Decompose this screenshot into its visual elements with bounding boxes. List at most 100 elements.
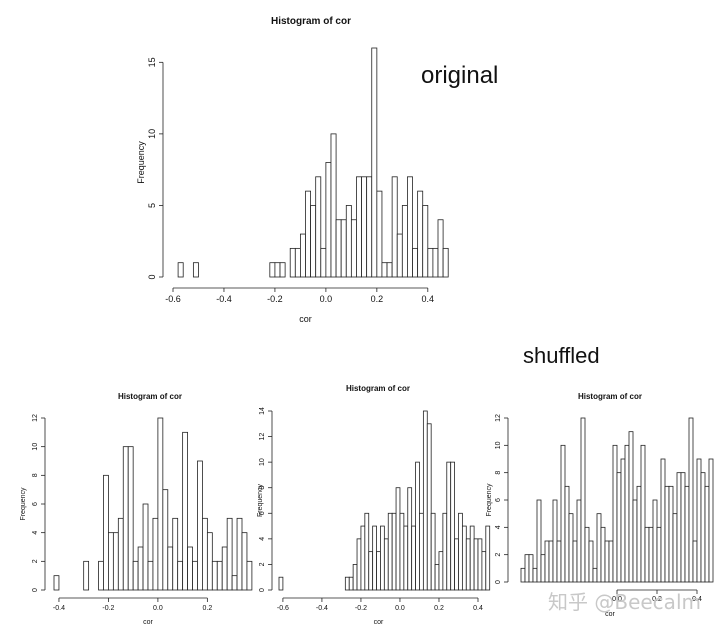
histogram-bar (676, 472, 682, 583)
histogram-bar (560, 444, 566, 583)
histogram-bar (152, 517, 159, 591)
histogram-bar (157, 417, 164, 591)
histogram-bar (576, 499, 582, 583)
histogram-bar (147, 560, 154, 591)
y-tick-label: 2 (495, 553, 502, 557)
histogram-bar (415, 461, 420, 591)
histogram-bar (279, 262, 286, 278)
y-tick-label: 10 (495, 441, 502, 449)
histogram-bar (376, 551, 381, 591)
histogram-bar (320, 247, 327, 278)
chart-title: Histogram of cor (346, 384, 410, 393)
histogram-bar (395, 487, 401, 591)
x-tick-label: 0.0 (153, 605, 163, 612)
x-axis-label: cor (374, 619, 384, 626)
x-tick-label: 0.0 (612, 596, 622, 603)
histogram-bar (366, 176, 373, 278)
x-tick-label: -0.6 (277, 605, 289, 612)
y-tick-label: 4 (32, 531, 39, 535)
histogram-bar (688, 417, 694, 583)
y-tick-label: 10 (147, 129, 157, 139)
histogram-bar (632, 499, 638, 583)
histogram-bar (177, 560, 184, 591)
histogram-bar (427, 247, 434, 278)
histogram-bar (684, 485, 690, 583)
histogram-bar (524, 554, 530, 583)
histogram-bar (552, 499, 558, 583)
histogram-bar (426, 423, 432, 591)
histogram-bar (454, 538, 459, 591)
histogram-bar (197, 460, 203, 591)
histogram-bar (648, 526, 654, 583)
histogram-bar (350, 219, 357, 278)
y-tick-label: 6 (495, 498, 502, 502)
histogram-bar (430, 512, 436, 591)
histogram-bar (53, 575, 60, 591)
chart-title: Histogram of cor (578, 392, 642, 401)
histogram-bar (437, 219, 444, 278)
histogram-bar (211, 560, 218, 591)
histogram-bar (127, 446, 134, 591)
histogram-bar (344, 576, 350, 591)
histogram-bar (299, 233, 306, 278)
histogram-bar (356, 538, 362, 591)
histogram-bar (520, 567, 526, 583)
y-tick-label: 2 (32, 559, 39, 563)
histogram-bar (269, 262, 276, 278)
histogram-bar (628, 431, 634, 583)
histogram-bar (446, 461, 452, 591)
histogram-bar (572, 540, 578, 583)
y-tick-label: 6 (259, 511, 266, 515)
histogram-bar (352, 564, 358, 591)
histogram-bar (348, 576, 354, 591)
histogram-bar (142, 503, 149, 591)
y-tick-label: 6 (32, 502, 39, 506)
histogram-bar (98, 560, 104, 591)
histogram-bar (592, 567, 598, 583)
histogram-bar (401, 205, 408, 278)
histogram-bar (568, 513, 574, 583)
histogram-bar (387, 512, 393, 591)
histogram-bar (668, 485, 674, 583)
y-tick-label: 12 (259, 433, 266, 441)
histogram-bar (412, 247, 419, 278)
histogram-bar (580, 417, 586, 583)
histogram-bar (376, 190, 383, 278)
y-tick-label: 0 (495, 580, 502, 584)
x-tick-label: -0.4 (316, 605, 328, 612)
histogram-bar (187, 546, 193, 591)
histogram-bar (368, 551, 374, 591)
y-tick-label: 10 (32, 443, 39, 451)
histogram-shuffled-2: -0.6 -0.4 -0.2 0.0 0.2 0.4 0 2 4 6 8 10 12 14 Histogra… (257, 384, 491, 626)
histogram-bar (396, 233, 403, 278)
histogram-bar (216, 560, 223, 591)
histogram-bar (652, 499, 658, 583)
histogram-bar (536, 499, 542, 583)
histogram-bar (325, 162, 332, 278)
histogram-bar (330, 133, 337, 278)
histogram-bar (540, 554, 546, 583)
histogram-bar (278, 576, 284, 591)
y-axis-label: Frequency (20, 487, 27, 521)
original-label: original (421, 62, 499, 89)
histogram-bar (564, 485, 570, 583)
watermark-text: 知乎 @Beecalm (548, 590, 701, 614)
histogram-bar (417, 190, 424, 278)
histogram-bar (289, 247, 296, 278)
histogram-bar (340, 219, 347, 278)
y-tick-label: 0 (259, 588, 266, 592)
histogram-bar (226, 517, 233, 591)
histogram-bar (419, 512, 424, 591)
histogram-bar (172, 517, 179, 591)
histogram-bar (461, 525, 467, 591)
histogram-bar (458, 512, 463, 591)
y-tick-label: 14 (259, 407, 266, 415)
histogram-bar (556, 540, 562, 583)
histogram-bar (380, 525, 385, 591)
histogram-bar (604, 540, 610, 583)
histogram-bar (117, 517, 124, 591)
y-tick-label: 0 (32, 588, 39, 592)
histogram-bar (403, 525, 409, 591)
y-tick-label: 8 (259, 486, 266, 490)
histogram-bar (700, 472, 706, 583)
